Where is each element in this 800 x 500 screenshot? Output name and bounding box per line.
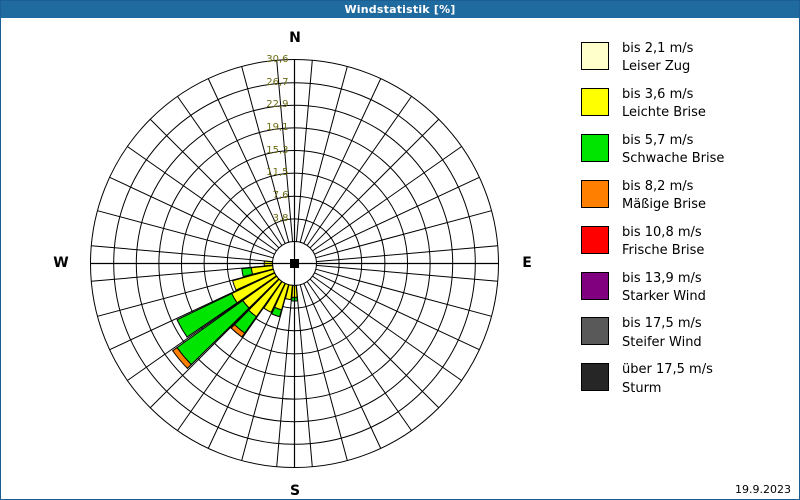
wind-rose-petals (171, 260, 298, 370)
legend-item[interactable]: bis 3,6 m/s Leichte Brise (581, 86, 791, 123)
legend-name-label: Leiser Zug (622, 59, 691, 75)
legend-speed-label: bis 5,7 m/s (622, 132, 694, 148)
radial-tick-label: 22,9 (266, 99, 289, 111)
radial-tick-label: 19,1 (266, 121, 289, 133)
legend-item[interactable]: bis 10,8 m/s Frische Brise (581, 224, 791, 261)
legend-speed-label: über 17,5 m/s (622, 362, 713, 378)
radial-tick-label: 7,6 (272, 190, 289, 202)
legend-name-label: Leichte Brise (622, 105, 706, 121)
legend-name-label: Mäßige Brise (622, 197, 707, 213)
legend-name-label: Frische Brise (622, 243, 705, 259)
compass-label-west: W (53, 255, 69, 271)
window-title-bar: Windstatistik [%] (1, 1, 799, 18)
radial-tick-label: 15,3 (266, 144, 289, 156)
wind-rose-chart (90, 59, 499, 468)
color-swatch-icon (581, 179, 609, 208)
radial-tick-label: 30,6 (266, 53, 289, 65)
chart-plot-area: N E S W 3,8 7,6 11,5 15,3 19,1 22,9 26,7 30,6 b… (1, 18, 799, 499)
color-swatch-icon (581, 42, 609, 70)
color-swatch-icon (581, 225, 609, 254)
legend-speed-label: bis 17,5 m/s (622, 316, 702, 332)
legend-name-label: Steifer Wind (622, 334, 702, 350)
footer-date: 19.9.2023 (735, 483, 791, 496)
legend-speed-label: bis 2,1 m/s (622, 41, 694, 56)
color-swatch-icon (581, 271, 609, 300)
legend-item[interactable]: über 17,5 m/s Sturm (581, 361, 791, 398)
radial-tick-label: 11,5 (266, 167, 289, 179)
legend-item[interactable]: bis 13,9 m/s Starker Wind (581, 270, 791, 307)
legend-speed-label: bis 8,2 m/s (622, 178, 694, 194)
color-swatch-icon (581, 363, 609, 392)
legend-speed-label: bis 10,8 m/s (622, 224, 702, 240)
compass-label-east: E (522, 255, 532, 271)
compass-label-north: N (289, 30, 301, 46)
legend-item[interactable]: bis 5,7 m/s Schwache Brise (581, 132, 791, 169)
center-calm-marker (290, 259, 299, 268)
color-swatch-icon (581, 317, 609, 346)
compass-label-south: S (289, 483, 301, 499)
legend-speed-label: bis 3,6 m/s (622, 86, 694, 102)
window-title: Windstatistik [%] (344, 3, 456, 16)
legend-speed-label: bis 13,9 m/s (622, 270, 702, 286)
color-swatch-icon (581, 87, 609, 116)
radial-tick-label: 3,8 (272, 212, 289, 224)
radial-tick-label: 26,7 (266, 76, 289, 88)
legend: bis 2,1 m/s Leiser Zug bis 3,6 m/s Leichte … (581, 40, 791, 407)
legend-item[interactable]: bis 2,1 m/s Leiser Zug (581, 40, 791, 77)
legend-name-label: Starker Wind (622, 288, 706, 304)
color-swatch-icon (581, 133, 609, 162)
legend-name-label: Sturm (622, 380, 662, 396)
legend-name-label: Schwache Brise (622, 151, 725, 167)
legend-item[interactable]: bis 17,5 m/s Steifer Wind (581, 315, 791, 352)
legend-item[interactable]: bis 8,2 m/s Mäßige Brise (581, 178, 791, 215)
